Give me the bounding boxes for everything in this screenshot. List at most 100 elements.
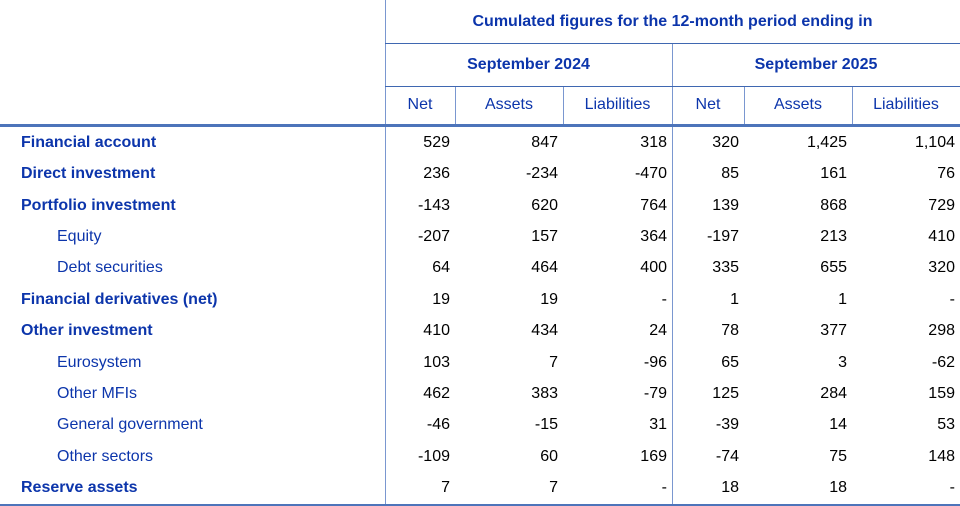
row-label: Other sectors [57, 447, 154, 465]
cell-assets-2024: 464 [531, 259, 558, 277]
cell-assets-2025: 1 [838, 290, 847, 308]
period-header-2025: September 2025 [754, 55, 878, 73]
cell-assets-2024: 60 [540, 447, 558, 465]
table-row: Other investment 410 434 24 78 377 298 [0, 315, 960, 346]
cell-net-2025: 85 [721, 165, 739, 183]
cell-liabilities-2024: 24 [649, 322, 667, 340]
cell-assets-2024: 383 [531, 385, 558, 403]
cell-net-2024: 236 [423, 165, 450, 183]
cell-liabilities-2025: - [949, 479, 955, 497]
cell-assets-2024: 7 [549, 479, 558, 497]
rule-under-periods [385, 86, 960, 87]
cell-assets-2025: 377 [820, 322, 847, 340]
cell-liabilities-2025: 298 [928, 322, 955, 340]
cell-assets-2025: 868 [820, 196, 847, 214]
cell-net-2024: 7 [441, 479, 450, 497]
row-label: Eurosystem [57, 353, 142, 371]
cell-assets-2024: -15 [534, 416, 558, 434]
table-row: Portfolio investment -143 620 764 139 868 729 [0, 190, 960, 221]
table-row: Equity -207 157 364 -197 213 410 [0, 221, 960, 252]
row-label: General government [57, 416, 203, 434]
cell-net-2024: 529 [423, 133, 450, 151]
cell-liabilities-2025: 159 [928, 385, 955, 403]
row-label: Direct investment [21, 165, 156, 183]
cell-liabilities-2025: -62 [931, 353, 955, 371]
cell-liabilities-2025: 53 [937, 416, 955, 434]
rule-under-title [385, 43, 960, 44]
cell-net-2024: 410 [423, 322, 450, 340]
cell-net-2025: 65 [721, 353, 739, 371]
cell-net-2024: -109 [417, 447, 450, 465]
cell-net-2025: 139 [712, 196, 739, 214]
divider-labels-data [385, 0, 386, 504]
cell-liabilities-2024: 169 [640, 447, 667, 465]
column-header-liabilities-2024: Liabilities [584, 96, 651, 113]
cell-net-2025: 335 [712, 259, 739, 277]
divider-assets-liabilities-2024 [563, 86, 564, 124]
cell-assets-2025: 213 [820, 227, 847, 245]
cell-net-2025: 1 [730, 290, 739, 308]
table-body: Financial account 529 847 318 320 1,425 1,104 D… [0, 127, 960, 504]
column-header-assets-2025: Assets [773, 96, 822, 113]
row-label: Equity [57, 227, 102, 245]
period-header-2024: September 2024 [467, 55, 590, 73]
cell-net-2024: -207 [417, 227, 450, 245]
row-label: Financial derivatives (net) [21, 290, 218, 308]
cell-liabilities-2025: 320 [928, 259, 955, 277]
cell-liabilities-2024: 364 [640, 227, 667, 245]
cell-assets-2024: 19 [540, 290, 558, 308]
cell-assets-2024: -234 [525, 165, 558, 183]
table-title: Cumulated figures for the 12-month perio… [472, 12, 873, 30]
cell-assets-2025: 161 [820, 165, 847, 183]
table-row: Debt securities 64 464 400 335 655 320 [0, 253, 960, 284]
divider-net-assets-2024 [455, 86, 456, 124]
cell-assets-2025: 1,425 [806, 133, 847, 151]
cell-liabilities-2024: - [661, 479, 667, 497]
cell-liabilities-2025: 1,104 [914, 133, 955, 151]
cell-liabilities-2024: 764 [640, 196, 667, 214]
table-row: Financial account 529 847 318 320 1,425 1,104 [0, 127, 960, 158]
cell-liabilities-2024: - [661, 290, 667, 308]
row-label: Debt securities [57, 259, 163, 277]
row-label: Reserve assets [21, 479, 138, 497]
cell-net-2024: 19 [432, 290, 450, 308]
cell-liabilities-2025: 148 [928, 447, 955, 465]
row-label: Other MFIs [57, 385, 138, 403]
rule-header-body [0, 124, 960, 127]
row-label: Financial account [21, 133, 157, 151]
cell-assets-2024: 847 [531, 133, 558, 151]
table-row: General government -46 -15 31 -39 14 53 [0, 410, 960, 441]
cell-assets-2025: 284 [820, 385, 847, 403]
cell-assets-2024: 434 [531, 322, 558, 340]
divider-net-assets-2025 [744, 86, 745, 124]
cell-assets-2025: 3 [838, 353, 847, 371]
cell-liabilities-2024: 400 [640, 259, 667, 277]
cell-net-2025: 125 [712, 385, 739, 403]
cell-net-2025: -74 [715, 447, 739, 465]
cell-net-2025: -39 [715, 416, 739, 434]
row-label: Portfolio investment [21, 196, 176, 214]
cell-net-2025: 78 [721, 322, 739, 340]
cell-net-2024: 462 [423, 385, 450, 403]
table-row: Eurosystem 103 7 -96 65 3 -62 [0, 347, 960, 378]
cell-liabilities-2024: -79 [643, 385, 667, 403]
cell-liabilities-2025: 729 [928, 196, 955, 214]
cell-liabilities-2024: -96 [643, 353, 667, 371]
rule-table-bottom [0, 504, 960, 506]
divider-assets-liabilities-2025 [852, 86, 853, 124]
cell-net-2025: 18 [721, 479, 739, 497]
table-row: Financial derivatives (net) 19 19 - 1 1 - [0, 284, 960, 315]
cell-net-2024: 64 [432, 259, 450, 277]
cell-liabilities-2025: - [949, 290, 955, 308]
column-header-net-2025: Net [695, 96, 721, 113]
column-header-liabilities-2025: Liabilities [873, 96, 939, 113]
cell-net-2025: -197 [706, 227, 739, 245]
cell-liabilities-2024: 318 [640, 133, 667, 151]
row-label: Other investment [21, 322, 153, 340]
cell-net-2025: 320 [712, 133, 739, 151]
cell-net-2024: -143 [417, 196, 450, 214]
cell-assets-2024: 7 [549, 353, 558, 371]
table-row: Direct investment 236 -234 -470 85 161 76 [0, 158, 960, 189]
cell-assets-2025: 18 [829, 479, 847, 497]
divider-period-groups [672, 43, 673, 504]
